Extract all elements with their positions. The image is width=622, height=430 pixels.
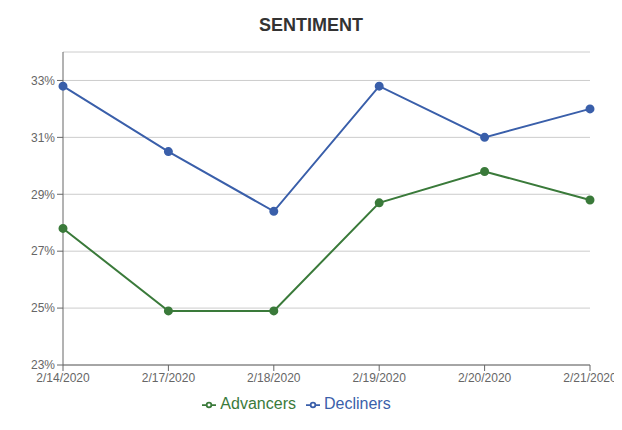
svg-text:33%: 33% [31, 74, 55, 88]
svg-text:2/18/2020: 2/18/2020 [247, 371, 301, 385]
svg-text:2/17/2020: 2/17/2020 [142, 371, 196, 385]
svg-text:31%: 31% [31, 131, 55, 145]
svg-text:2/19/2020: 2/19/2020 [353, 371, 407, 385]
svg-text:23%: 23% [31, 358, 55, 372]
svg-text:25%: 25% [31, 301, 55, 315]
svg-text:29%: 29% [31, 188, 55, 202]
html-text:Advancers: Advancers [220, 395, 296, 412]
svg-text:2/20/2020: 2/20/2020 [458, 371, 512, 385]
html-text:Decliners: Decliners [324, 395, 391, 412]
svg-text:2/21/2020: 2/21/2020 [563, 371, 614, 385]
html-text:SENTIMENT: SENTIMENT [259, 15, 363, 35]
svg-text:27%: 27% [31, 244, 55, 258]
svg-text:2/14/2020: 2/14/2020 [36, 371, 90, 385]
